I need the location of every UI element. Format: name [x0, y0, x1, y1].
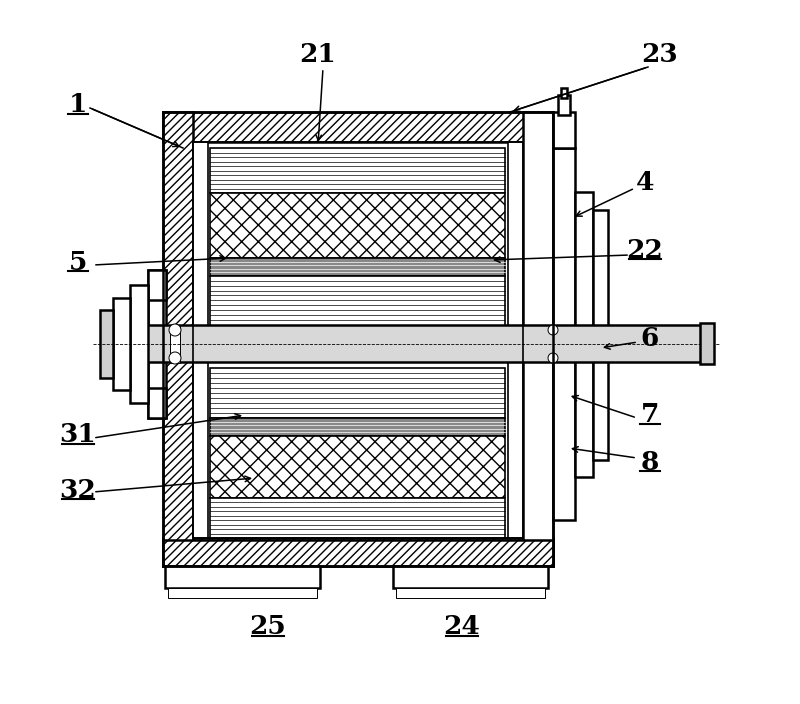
Text: 21: 21: [300, 42, 336, 68]
Circle shape: [548, 353, 558, 363]
Bar: [210, 498, 505, 538]
Bar: [103, 325, 710, 362]
Text: 4: 4: [636, 170, 654, 194]
Text: 6: 6: [641, 325, 659, 351]
Circle shape: [169, 352, 181, 364]
Bar: [558, 95, 570, 115]
Bar: [553, 148, 575, 520]
Text: 22: 22: [626, 237, 663, 263]
Circle shape: [548, 325, 558, 335]
Text: 1: 1: [69, 92, 87, 118]
Bar: [508, 142, 523, 538]
Bar: [165, 566, 320, 588]
Bar: [593, 210, 608, 460]
Bar: [193, 142, 523, 538]
Bar: [700, 323, 714, 364]
Bar: [148, 270, 166, 418]
Bar: [523, 112, 553, 566]
Text: 32: 32: [60, 477, 96, 503]
Bar: [210, 258, 505, 276]
Bar: [148, 270, 166, 300]
Bar: [163, 112, 553, 142]
Bar: [113, 298, 130, 390]
Bar: [148, 388, 166, 418]
Bar: [393, 566, 548, 588]
Text: 5: 5: [69, 249, 87, 275]
Bar: [396, 588, 545, 598]
Bar: [130, 285, 148, 403]
Text: 24: 24: [443, 615, 481, 639]
Bar: [168, 588, 317, 598]
Bar: [170, 325, 180, 363]
Bar: [163, 112, 193, 566]
Bar: [210, 193, 505, 258]
Text: 31: 31: [60, 422, 96, 448]
Bar: [210, 368, 505, 418]
Polygon shape: [163, 540, 553, 566]
Bar: [210, 418, 505, 436]
Bar: [575, 192, 593, 477]
Bar: [100, 310, 113, 378]
Bar: [210, 276, 505, 344]
Bar: [210, 148, 505, 193]
Text: 8: 8: [641, 449, 659, 474]
Bar: [193, 142, 208, 538]
Bar: [210, 436, 505, 498]
Text: 7: 7: [641, 403, 659, 427]
Bar: [553, 112, 575, 148]
Bar: [561, 88, 567, 98]
Bar: [163, 538, 553, 566]
Circle shape: [169, 324, 181, 336]
Text: 23: 23: [642, 42, 678, 68]
Text: 25: 25: [250, 615, 286, 639]
